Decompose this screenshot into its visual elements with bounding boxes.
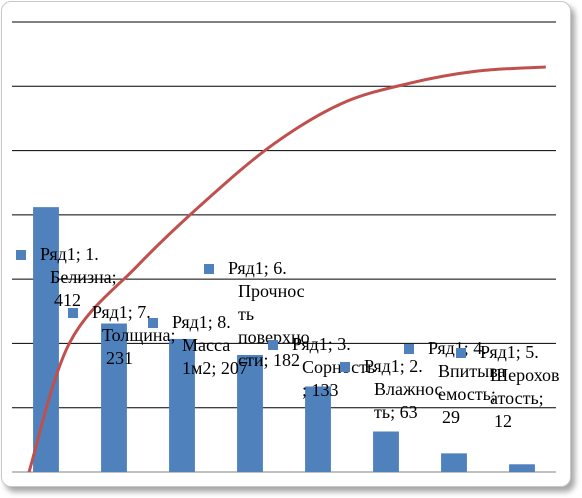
legend-marker (16, 250, 26, 260)
data-label-1: Ряд1; 1. Белизна; 412 (16, 244, 117, 310)
data-label-line: емость; (438, 384, 496, 404)
bar-2 (101, 323, 127, 472)
legend-marker (148, 318, 158, 328)
data-label-4: Ряд1; 6. Прочнос ть поверхно сти; 182 (204, 258, 310, 370)
data-label-7: Ряд1; 4. Впитыва емость; 29 (404, 338, 505, 427)
data-label-line: Сорность (302, 357, 375, 377)
legend-marker (204, 264, 214, 274)
bar-3 (169, 338, 195, 472)
data-label-line: Впитыва (438, 361, 505, 381)
data-label-line: Белизна; (50, 267, 117, 287)
bar-4 (237, 355, 263, 472)
data-label-line: сти; 182 (238, 350, 300, 370)
data-label-8: Ряд1; 5. Шерохов атость; 12 (456, 342, 560, 431)
data-label-line: Ряд1; 2. (364, 356, 423, 376)
data-label-line: Ряд1; 6. (228, 258, 287, 278)
data-label-line: Ряд1; 5. (480, 342, 539, 362)
data-label-line: 231 (106, 348, 133, 368)
legend-marker (268, 340, 278, 350)
data-label-line: 1м2; 207 (182, 358, 248, 378)
data-label-text: Ряд1; 1. Белизна; 412 (40, 244, 117, 310)
data-label-text: Ряд1; 6. Прочнос ть поверхно сти; 182 (228, 258, 310, 370)
data-label-line: Прочнос (238, 281, 305, 301)
data-label-2: Ряд1; 7. Толщина; 231 (68, 302, 176, 368)
data-label-text: Ряд1; 8. Масса 1м2; 207 (172, 312, 248, 378)
bar-8 (509, 464, 535, 472)
data-label-line: атость; (490, 388, 544, 408)
cumulative-line (27, 65, 546, 473)
data-label-line: Шерохов (490, 365, 560, 385)
data-label-line: 12 (494, 411, 512, 431)
data-label-line: Влажнос (374, 379, 442, 399)
data-label-5: Ряд1; 3. Сорность ; 133 (268, 334, 375, 400)
data-label-line: Масса (182, 335, 230, 355)
bar-6 (373, 431, 399, 472)
data-label-text: Ряд1; 5. Шерохов атость; 12 (480, 342, 560, 431)
data-label-line: 412 (54, 290, 81, 310)
data-label-text: Ряд1; 3. Сорность ; 133 (292, 334, 375, 400)
data-label-line: ; 133 (302, 380, 339, 400)
bar-7 (441, 453, 467, 472)
data-label-line: поверхно (238, 327, 310, 347)
bar-5 (305, 386, 331, 472)
legend-marker (68, 308, 78, 318)
data-label-line: Ряд1; 1. (40, 244, 99, 264)
legend-marker (456, 348, 466, 358)
data-label-text: Ряд1; 7. Толщина; 231 (92, 302, 176, 368)
data-label-line: Толщина; (102, 325, 176, 345)
data-label-6: Ряд1; 2. Влажнос ть; 63 (340, 356, 442, 422)
data-label-line: ть; 63 (374, 402, 418, 422)
data-label-line: Ряд1; 7. (92, 302, 151, 322)
data-label-line: 29 (442, 407, 460, 427)
data-label-line: ть (238, 304, 254, 324)
data-label-line: Ряд1; 8. (172, 312, 231, 332)
data-label-text: Ряд1; 4. Впитыва емость; 29 (428, 338, 505, 427)
legend-marker (340, 362, 350, 372)
data-label-3: Ряд1; 8. Масса 1м2; 207 (148, 312, 248, 378)
data-label-line: Ряд1; 3. (292, 334, 351, 354)
legend-marker (404, 344, 414, 354)
data-label-text: Ряд1; 2. Влажнос ть; 63 (364, 356, 442, 422)
chart-frame: Ряд1; 1. Белизна; 412 Ряд1; 7. Толщина; 231 Ря… (1, 1, 571, 487)
bar-1 (33, 207, 59, 472)
